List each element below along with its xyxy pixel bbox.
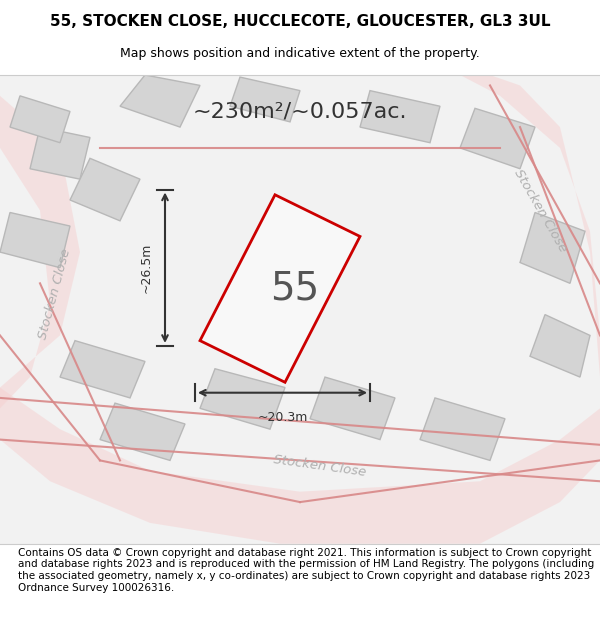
Polygon shape (100, 403, 185, 461)
Polygon shape (460, 108, 535, 169)
Text: ~230m²/~0.057ac.: ~230m²/~0.057ac. (193, 101, 407, 121)
Polygon shape (120, 75, 200, 127)
Polygon shape (0, 96, 80, 408)
Polygon shape (0, 213, 70, 268)
Polygon shape (310, 377, 395, 439)
Text: 55, STOCKEN CLOSE, HUCCLECOTE, GLOUCESTER, GL3 3UL: 55, STOCKEN CLOSE, HUCCLECOTE, GLOUCESTE… (50, 14, 550, 29)
Text: ~20.3m: ~20.3m (257, 411, 308, 424)
Text: Stocken Close: Stocken Close (511, 167, 569, 254)
Polygon shape (530, 314, 590, 377)
Polygon shape (0, 388, 600, 544)
Polygon shape (0, 75, 600, 544)
Polygon shape (200, 195, 360, 382)
Text: Stocken Close: Stocken Close (273, 452, 367, 479)
Polygon shape (60, 341, 145, 398)
Polygon shape (200, 369, 285, 429)
Polygon shape (520, 213, 585, 283)
Polygon shape (30, 127, 90, 179)
Text: Map shows position and indicative extent of the property.: Map shows position and indicative extent… (120, 48, 480, 61)
Polygon shape (70, 158, 140, 221)
Text: ~26.5m: ~26.5m (140, 242, 153, 293)
Text: Contains OS data © Crown copyright and database right 2021. This information is : Contains OS data © Crown copyright and d… (18, 548, 594, 592)
Polygon shape (460, 75, 600, 408)
Polygon shape (360, 91, 440, 142)
Text: Stocken Close: Stocken Close (37, 247, 73, 341)
Text: 55: 55 (271, 269, 320, 308)
Polygon shape (230, 77, 300, 122)
Polygon shape (420, 398, 505, 461)
Polygon shape (10, 96, 70, 142)
